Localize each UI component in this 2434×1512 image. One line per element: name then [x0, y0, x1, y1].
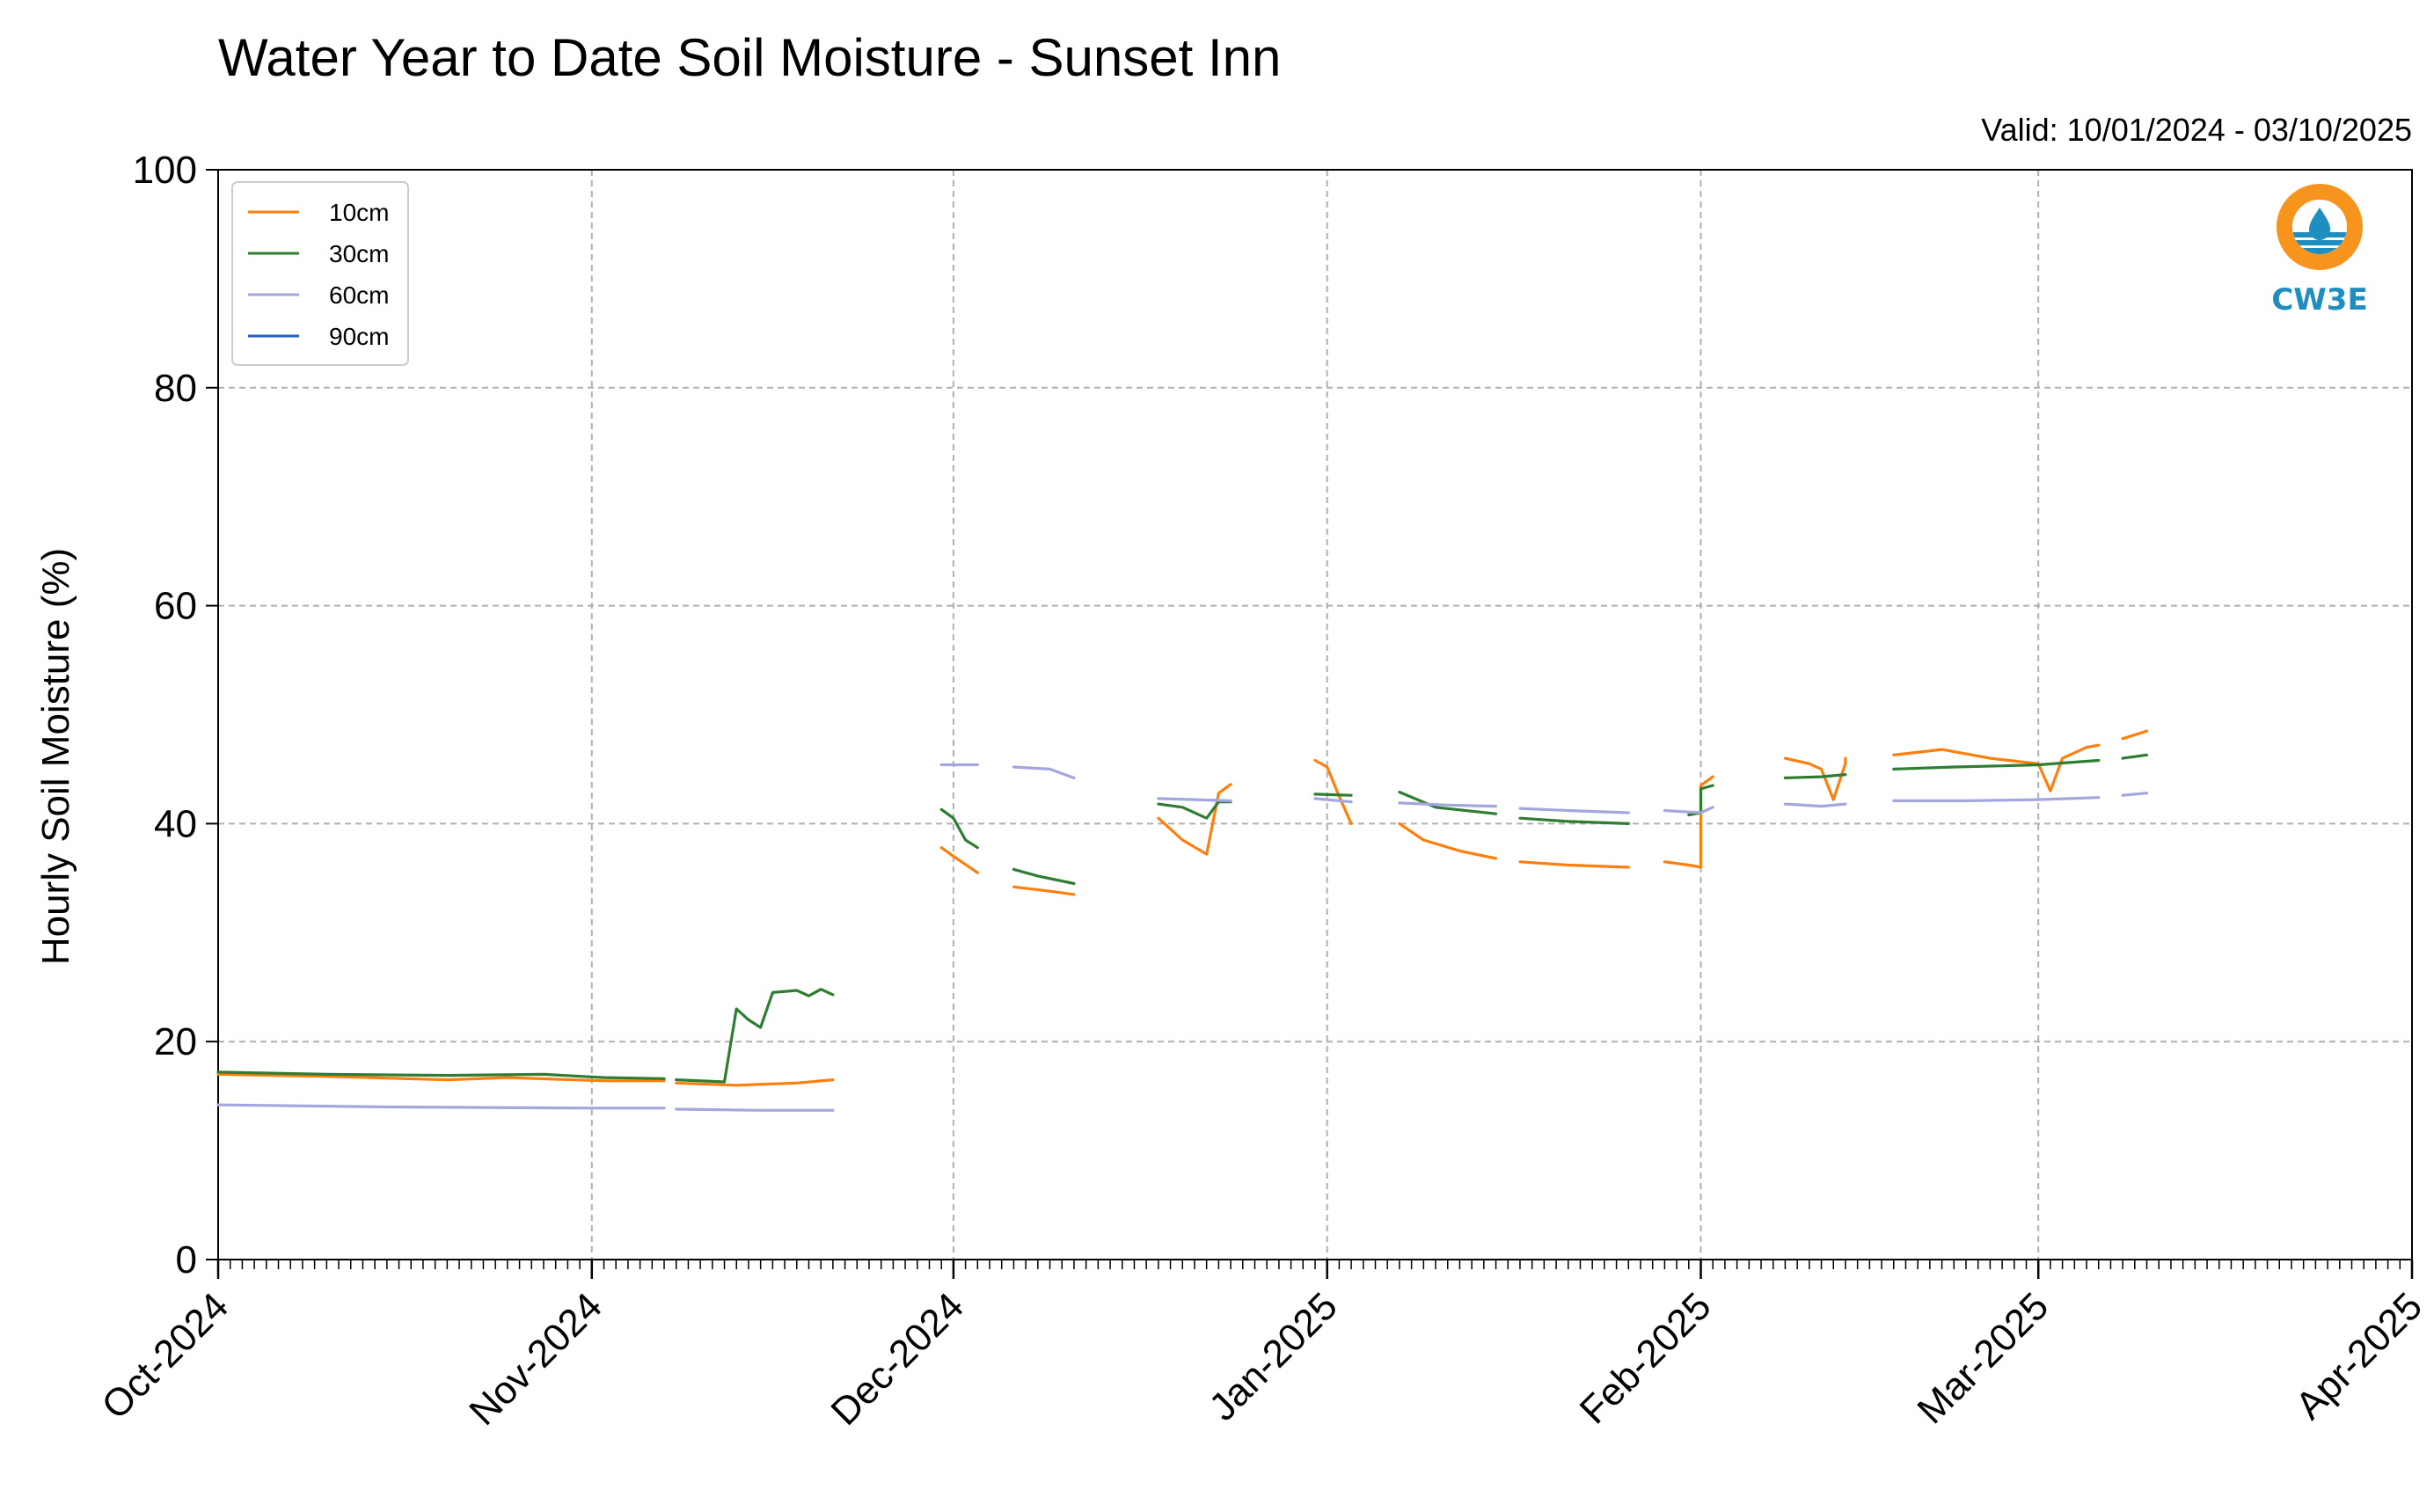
series-line-10cm: [1012, 885, 1076, 896]
x-tick-label: Mar-2025: [1909, 1284, 2057, 1432]
series-line-30cm: [1012, 867, 1076, 886]
series-line-60cm: [1518, 807, 1630, 814]
series-line-60cm: [1012, 765, 1076, 780]
y-tick-label: 80: [154, 367, 197, 410]
series-line-10cm: [216, 1072, 666, 1083]
logo-text: CW3E: [2271, 282, 2367, 318]
series-line-60cm: [216, 1103, 666, 1110]
x-tick-label: Nov-2024: [461, 1284, 610, 1434]
series-line-10cm: [1663, 775, 1714, 869]
y-tick-label: 60: [154, 585, 197, 628]
series-line-30cm: [675, 988, 835, 1084]
chart-title: Water Year to Date Soil Moisture - Sunse…: [218, 28, 1281, 87]
series-line-60cm: [1892, 796, 2101, 803]
series-line-30cm: [216, 1070, 666, 1080]
series-line-10cm: [1783, 756, 1847, 801]
water-drop-icon: [2309, 208, 2330, 240]
series-line-60cm: [1157, 797, 1232, 803]
y-tick-label: 40: [154, 802, 197, 845]
series-line-30cm: [1892, 758, 2101, 771]
series-line-10cm: [939, 846, 979, 874]
plot-frame: [217, 169, 2413, 1260]
legend-label-60cm: 60cm: [329, 281, 389, 309]
series-line-10cm: [1157, 783, 1232, 856]
y-tick-label: 0: [176, 1238, 197, 1282]
x-tick-label: Oct-2024: [93, 1284, 237, 1428]
y-tick-label: 100: [133, 149, 197, 192]
series-line-60cm: [1398, 801, 1498, 808]
series-line-10cm: [1313, 758, 1353, 826]
legend-label-90cm: 90cm: [329, 323, 389, 350]
series-line-60cm: [2121, 792, 2149, 797]
y-axis-label: Hourly Soil Moisture (%): [34, 548, 77, 965]
legend-label-30cm: 30cm: [329, 240, 389, 267]
series-line-10cm: [2121, 729, 2149, 741]
grid-lines: [218, 170, 2412, 1260]
x-tick-label: Jan-2025: [1201, 1284, 1345, 1428]
x-tick-label: Dec-2024: [822, 1284, 972, 1434]
series-line-10cm: [1892, 743, 2101, 793]
series-line-10cm: [1398, 822, 1498, 860]
series-line-60cm: [1313, 797, 1353, 804]
cw3e-logo: CW3E: [2271, 184, 2368, 318]
series-line-10cm: [675, 1077, 835, 1087]
series-line-60cm: [1783, 802, 1847, 808]
y-tick-label: 20: [154, 1020, 197, 1063]
series-line-30cm: [2121, 753, 2149, 760]
series-line-30cm: [939, 807, 979, 850]
series-line-30cm: [1313, 793, 1353, 797]
series-line-30cm: [1783, 772, 1847, 780]
legend-box: [231, 181, 409, 366]
valid-date-range: Valid: 10/01/2024 - 03/10/2025: [1981, 112, 2412, 148]
axes: 0 20 40 60 80 100 Oct-2024 Nov-2024 Dec-2024 Jan-…: [93, 149, 2430, 1434]
x-tick-label: Feb-2025: [1572, 1284, 1720, 1432]
series-line-10cm: [1518, 860, 1630, 869]
series-lines: [216, 729, 2149, 1112]
logo-ring: [2277, 184, 2363, 270]
series-line-30cm: [1687, 784, 1714, 817]
series-line-60cm: [1663, 806, 1714, 814]
legend: 10cm 30cm 60cm 90cm: [231, 181, 409, 366]
legend-label-10cm: 10cm: [329, 199, 389, 226]
series-line-60cm: [675, 1107, 835, 1112]
series-line-30cm: [1157, 800, 1232, 820]
series-line-30cm: [1398, 790, 1498, 815]
series-line-30cm: [1518, 816, 1630, 826]
x-tick-label: Apr-2025: [2287, 1284, 2430, 1428]
